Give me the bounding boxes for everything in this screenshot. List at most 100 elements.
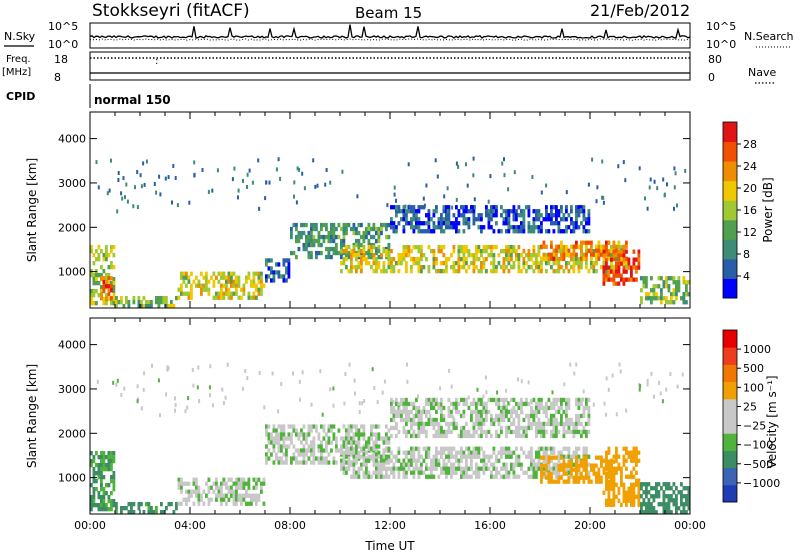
data-cell: [525, 401, 528, 407]
data-cell: [310, 230, 313, 236]
scatter-cell: [503, 157, 505, 162]
data-cell: [270, 266, 273, 271]
data-cell: [467, 225, 471, 230]
data-cell: [542, 240, 546, 245]
data-cell: [90, 507, 93, 512]
data-cell: [590, 252, 593, 257]
data-cell: [90, 499, 93, 504]
data-cell: [325, 440, 328, 445]
data-cell: [587, 217, 591, 222]
data-cell: [305, 238, 308, 244]
scatter-cell: [136, 170, 139, 174]
data-cell: [377, 234, 381, 240]
data-cell: [557, 470, 561, 475]
data-cell: [92, 487, 96, 492]
data-cell: [635, 454, 638, 459]
data-cell: [485, 401, 488, 407]
data-cell: [245, 481, 248, 486]
data-cell: [332, 230, 336, 236]
data-cell: [585, 471, 588, 476]
data-cell: [92, 459, 96, 464]
data-cell: [222, 295, 226, 300]
data-cell: [385, 460, 388, 465]
data-cell: [385, 470, 388, 475]
data-cell: [665, 276, 668, 281]
data-cell: [282, 440, 286, 445]
data-cell: [497, 450, 501, 455]
data-cell: [592, 269, 596, 274]
data-cell: [340, 466, 343, 471]
data-cell: [642, 276, 646, 281]
data-cell: [280, 424, 283, 429]
data-cell: [412, 401, 416, 407]
data-cell: [455, 269, 458, 274]
data-cell: [305, 440, 308, 445]
scatter-cell: [358, 409, 361, 414]
scatter-cell: [539, 403, 542, 407]
data-cell: [500, 417, 503, 423]
data-cell: [510, 450, 513, 455]
data-cell: [330, 234, 333, 240]
data-cell: [410, 217, 413, 222]
data-cell: [490, 417, 493, 423]
data-cell: [540, 425, 543, 431]
data-cell: [102, 455, 106, 460]
data-cell: [615, 257, 618, 262]
data-cell: [420, 429, 423, 435]
data-cell: [590, 249, 593, 254]
data-cell: [432, 209, 436, 214]
data-cell: [310, 424, 313, 429]
data-cell: [312, 456, 316, 461]
data-cell: [97, 507, 101, 512]
data-cell: [555, 429, 558, 435]
data-cell: [97, 293, 101, 298]
scatter-cell: [507, 401, 510, 406]
data-cell: [440, 397, 443, 403]
data-cell: [417, 261, 421, 266]
data-cell: [352, 253, 356, 258]
data-cell: [640, 506, 643, 511]
data-cell: [312, 234, 316, 240]
data-cell: [197, 501, 201, 506]
data-cell: [132, 510, 136, 514]
data-cell: [532, 421, 536, 427]
data-cell: [687, 490, 690, 495]
data-cell: [557, 463, 561, 468]
scatter-cell: [166, 365, 169, 370]
data-cell: [102, 499, 106, 504]
data-cell: [190, 271, 193, 276]
data-cell: [290, 230, 293, 236]
data-cell: [560, 397, 563, 403]
data-cell: [585, 229, 588, 234]
data-cell: [420, 221, 423, 226]
scatter-cell: [371, 367, 374, 372]
data-cell: [230, 283, 233, 288]
data-cell: [630, 490, 633, 495]
data-cell: [662, 506, 666, 511]
data-cell: [427, 225, 431, 230]
data-cell: [482, 421, 486, 427]
data-cell: [495, 205, 498, 210]
data-cell: [227, 287, 231, 292]
data-cell: [467, 253, 471, 258]
data-cell: [517, 245, 521, 250]
data-cell: [367, 470, 371, 475]
data-cell: [442, 229, 446, 234]
data-cell: [585, 475, 588, 480]
data-cell: [377, 466, 381, 471]
data-cell: [635, 257, 638, 262]
data-cell: [430, 401, 433, 407]
data-cell: [435, 261, 438, 266]
data-cell: [427, 450, 431, 455]
data-cell: [195, 485, 198, 490]
data-cell: [410, 462, 413, 467]
data-cell: [495, 470, 498, 475]
data-cell: [550, 401, 553, 407]
data-cell: [387, 222, 391, 228]
data-cell: [385, 249, 388, 254]
data-cell: [237, 283, 241, 288]
data-cell: [555, 221, 558, 226]
scatter-cell: [611, 373, 614, 378]
data-cell: [345, 249, 348, 254]
data-cell: [552, 429, 556, 435]
